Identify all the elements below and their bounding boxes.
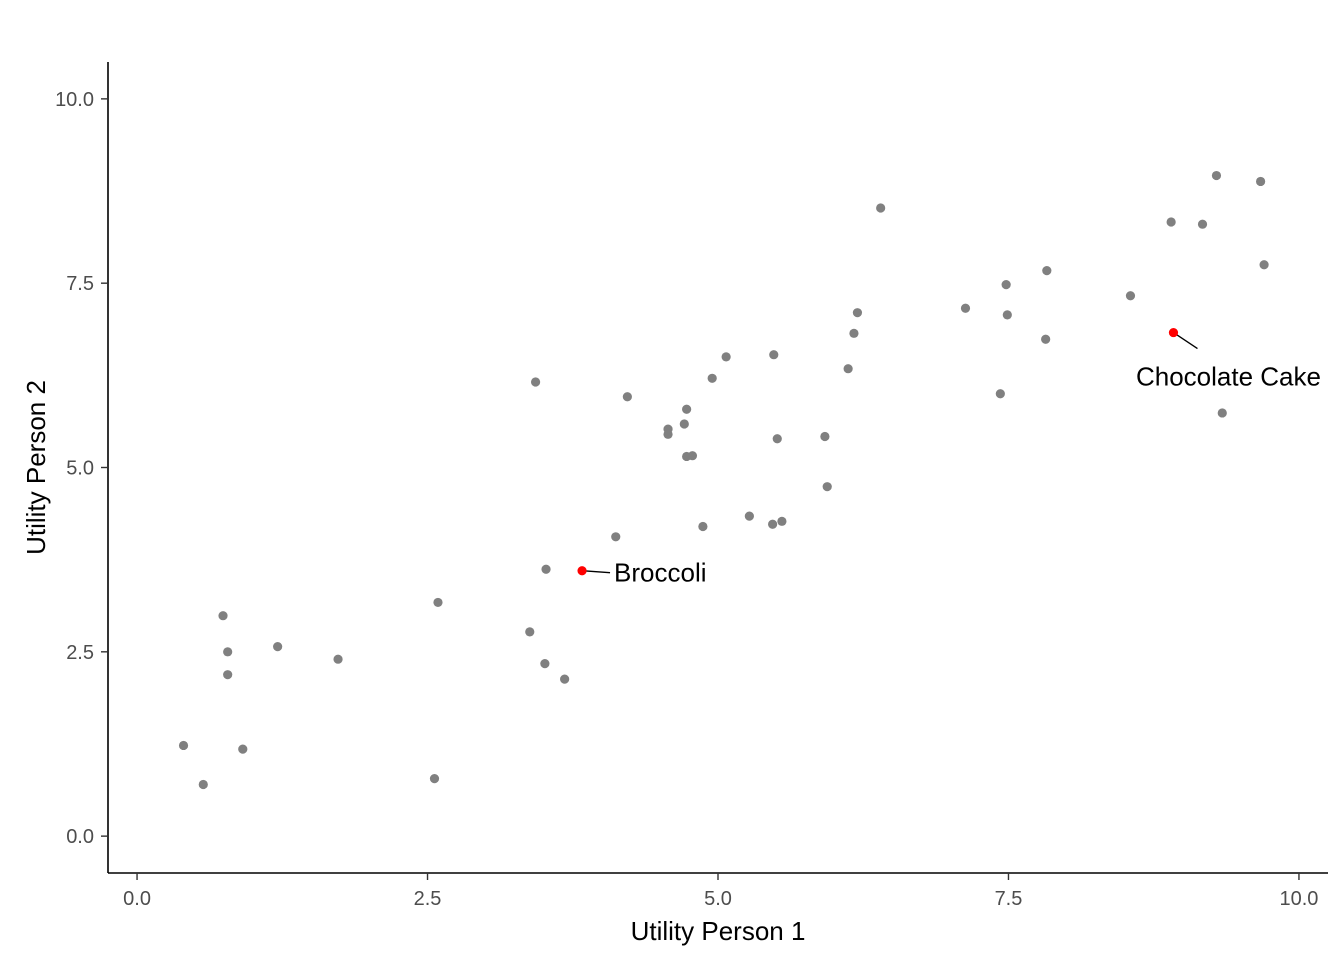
- data-point: [540, 659, 550, 669]
- y-tick-label: 0.0: [66, 826, 94, 848]
- data-point: [849, 328, 859, 338]
- data-point: [1042, 266, 1052, 276]
- x-tick-label: 7.5: [995, 888, 1023, 910]
- data-point: [238, 744, 248, 754]
- y-tick-label: 7.5: [66, 273, 94, 295]
- y-axis-title: Utility Person 2: [21, 380, 51, 555]
- points-layer: [178, 170, 1269, 790]
- data-point: [178, 740, 189, 751]
- data-point: [611, 532, 621, 542]
- data-point: [622, 392, 632, 402]
- data-point: [876, 203, 886, 213]
- annotation-leader: [1173, 331, 1198, 350]
- data-point: [1001, 280, 1011, 290]
- data-point: [721, 352, 731, 362]
- data-point: [820, 431, 830, 442]
- highlight-layer: Broccoli Chocolate Cake: [577, 327, 1321, 588]
- x-axis-ticks: 0.0 2.5 5.0 7.5 10.0: [123, 873, 1318, 910]
- x-tick-label: 2.5: [414, 888, 442, 910]
- data-point: [960, 303, 971, 313]
- y-axis-ticks: 0.0 2.5 5.0 7.5 10.0: [55, 89, 108, 848]
- data-point: [223, 670, 233, 680]
- data-point: [744, 511, 754, 521]
- point-annotation: Chocolate Cake: [1136, 362, 1321, 392]
- data-point: [223, 647, 233, 657]
- data-point: [1256, 176, 1266, 187]
- highlighted-point: [1168, 327, 1179, 338]
- data-point: [273, 642, 283, 652]
- data-point: [687, 451, 698, 461]
- data-point: [995, 389, 1005, 399]
- x-tick-label: 0.0: [123, 888, 151, 910]
- data-point: [525, 627, 535, 637]
- data-point: [1166, 217, 1176, 227]
- data-point: [1217, 408, 1227, 418]
- data-point: [1259, 260, 1269, 270]
- data-point: [560, 674, 570, 684]
- data-point: [218, 611, 228, 621]
- x-tick-label: 10.0: [1279, 888, 1318, 910]
- data-point: [530, 377, 541, 387]
- data-point: [777, 516, 787, 526]
- x-tick-label: 5.0: [704, 888, 732, 910]
- data-point: [1002, 310, 1012, 320]
- y-tick-label: 5.0: [66, 458, 94, 480]
- data-point: [769, 350, 779, 360]
- point-annotation: Broccoli: [614, 558, 706, 588]
- data-point: [433, 597, 443, 608]
- data-point: [852, 308, 863, 318]
- data-point: [772, 434, 782, 444]
- data-point: [707, 373, 717, 383]
- data-point: [768, 519, 778, 529]
- y-tick-label: 10.0: [55, 89, 94, 111]
- data-point: [843, 364, 853, 374]
- highlighted-point: [577, 566, 587, 576]
- data-point: [198, 779, 208, 790]
- data-point: [663, 429, 673, 439]
- data-point: [1125, 291, 1136, 301]
- annotation-leader: [582, 570, 611, 574]
- data-point: [1197, 219, 1208, 229]
- data-point: [682, 404, 692, 414]
- data-point: [1041, 334, 1051, 344]
- data-point: [1211, 170, 1222, 181]
- data-point: [541, 564, 551, 574]
- data-point: [679, 419, 689, 429]
- data-point: [333, 654, 343, 664]
- data-point: [429, 774, 440, 784]
- x-axis-title: Utility Person 1: [631, 916, 806, 946]
- data-point: [698, 521, 708, 532]
- data-point: [822, 482, 832, 492]
- y-tick-label: 2.5: [66, 642, 94, 664]
